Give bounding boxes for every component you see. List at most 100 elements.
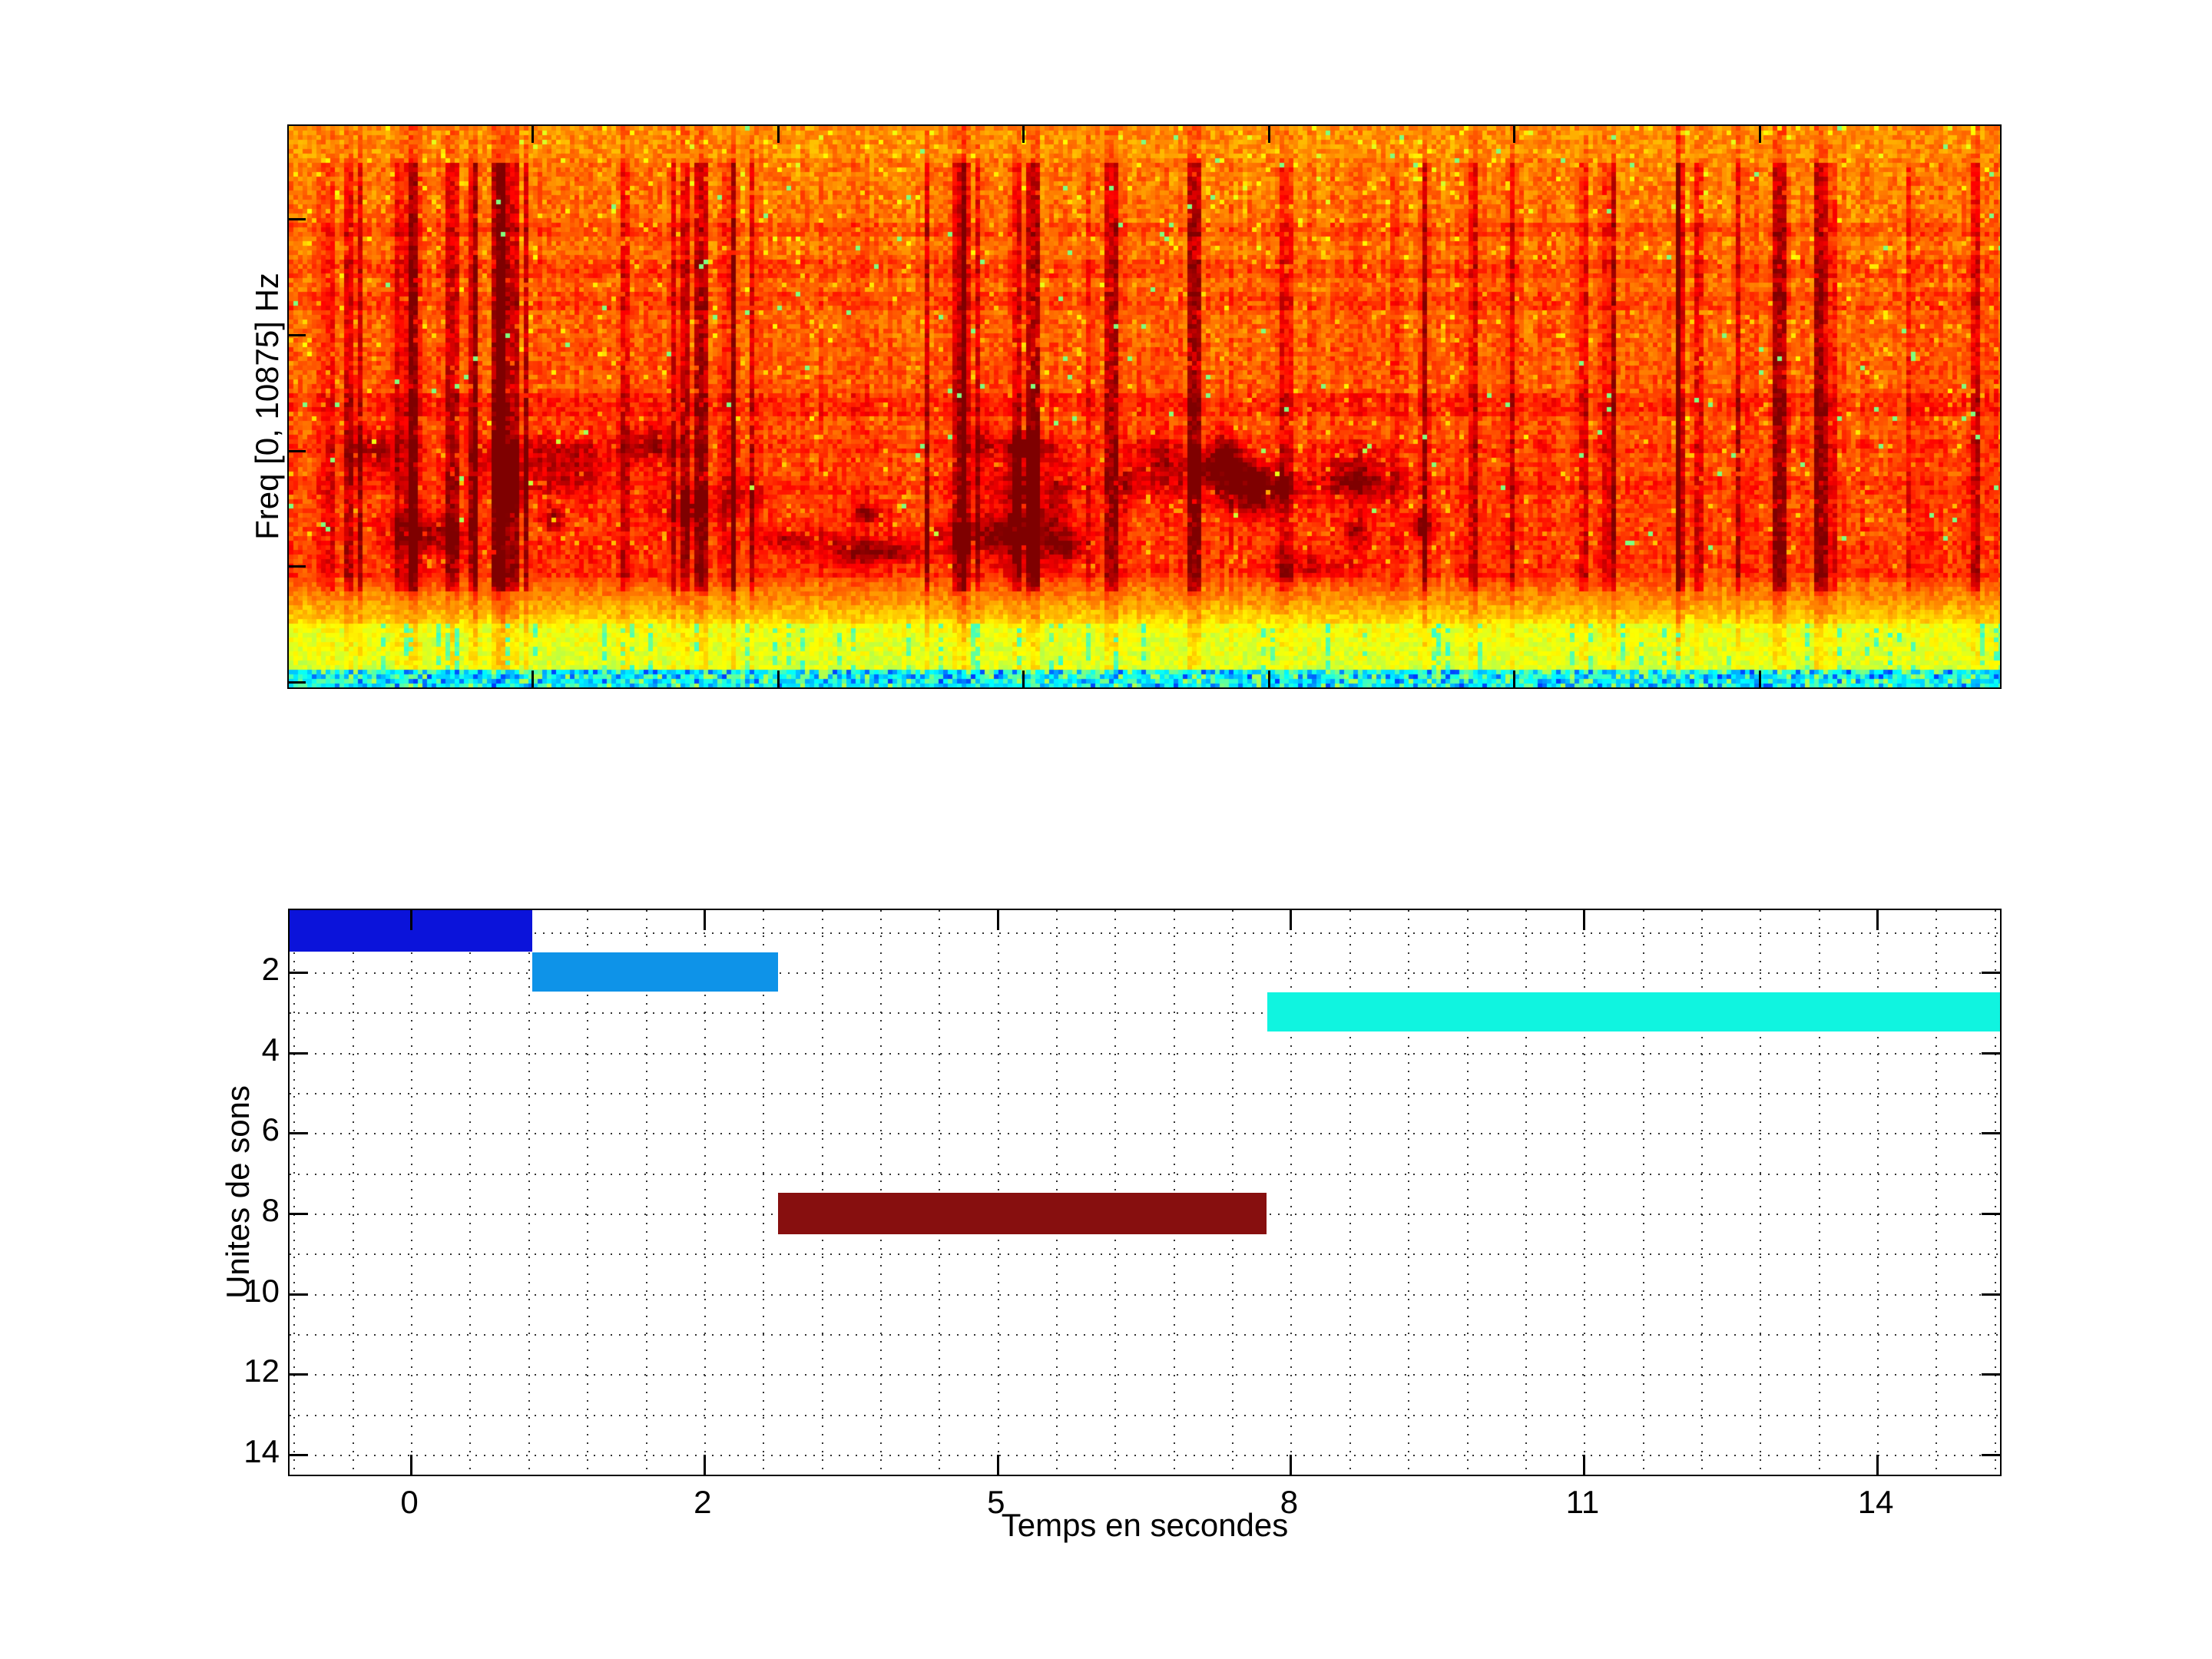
y-gridline	[290, 1052, 2000, 1055]
spec-x-tick-top	[1022, 126, 1025, 143]
sound-unit-bar	[532, 952, 779, 992]
x-gridline	[1994, 910, 1996, 1475]
y-gridline	[290, 1173, 2000, 1175]
x-gridline	[352, 910, 354, 1475]
y-tick-label: 12	[243, 1353, 280, 1389]
y-tick	[290, 1453, 308, 1456]
x-gridline	[1525, 910, 1527, 1475]
y-tick	[290, 1373, 308, 1376]
y-tick-label: 4	[261, 1031, 280, 1068]
y-gridline	[290, 1133, 2000, 1135]
y-tick-label: 6	[261, 1111, 280, 1148]
spectrogram-image	[289, 126, 2000, 687]
x-tick	[1583, 1455, 1586, 1475]
x-gridline	[704, 910, 706, 1475]
y-gridline	[290, 932, 2000, 934]
sound-unit-bar	[778, 1193, 1267, 1234]
y-tick-label: 8	[261, 1191, 280, 1228]
x-tick-label: 5	[987, 1484, 1005, 1520]
x-gridline	[763, 910, 765, 1475]
x-gridline	[1642, 910, 1644, 1475]
x-tick-top	[1876, 910, 1879, 930]
spec-y-tick	[289, 218, 306, 221]
x-tick-label: 8	[1280, 1484, 1299, 1520]
spec-y-tick	[289, 680, 306, 684]
x-gridline	[587, 910, 589, 1475]
y-gridline	[290, 1454, 2000, 1456]
spec-x-tick	[1513, 671, 1516, 687]
x-tick-label: 11	[1565, 1484, 1600, 1520]
y-tick-right	[1982, 1453, 2000, 1456]
x-gridline	[821, 910, 823, 1475]
y-gridline	[290, 1293, 2000, 1296]
x-gridline	[1760, 910, 1762, 1475]
y-tick-label: 10	[243, 1272, 280, 1309]
spec-x-tick-top	[1758, 126, 1761, 143]
spec-y-tick	[289, 449, 306, 452]
y-gridline	[290, 972, 2000, 975]
y-tick-right	[1982, 972, 2000, 975]
x-tick	[1876, 1455, 1879, 1475]
x-gridline	[1877, 910, 1879, 1475]
x-tick-top	[1290, 910, 1293, 930]
x-gridline	[1408, 910, 1410, 1475]
x-gridline	[293, 910, 296, 1475]
y-gridline	[290, 1253, 2000, 1256]
x-tick-label: 0	[400, 1484, 419, 1520]
x-gridline	[1818, 910, 1820, 1475]
y-tick-right	[1982, 1373, 2000, 1376]
x-tick	[1290, 1455, 1293, 1475]
x-gridline	[645, 910, 647, 1475]
x-gridline	[411, 910, 413, 1475]
y-gridline	[290, 1374, 2000, 1376]
y-gridline	[290, 1333, 2000, 1336]
x-tick-label: 2	[694, 1484, 712, 1520]
y-tick	[290, 1293, 308, 1296]
spec-x-tick	[777, 671, 780, 687]
y-tick	[290, 1212, 308, 1215]
y-tick-right	[1982, 1051, 2000, 1055]
y-gridline	[290, 1414, 2000, 1416]
x-tick	[996, 1455, 999, 1475]
x-tick	[703, 1455, 706, 1475]
x-gridline	[1349, 910, 1351, 1475]
spec-x-tick	[1022, 671, 1025, 687]
x-axis-label: Temps en secondes	[1001, 1507, 1289, 1543]
spec-x-tick	[531, 671, 535, 687]
x-tick-top	[996, 910, 999, 930]
y-gridline	[290, 1012, 2000, 1015]
x-gridline	[1232, 910, 1234, 1475]
x-gridline	[997, 910, 999, 1475]
x-tick-top	[410, 910, 413, 930]
x-tick-top	[1583, 910, 1586, 930]
spec-x-tick	[1267, 671, 1270, 687]
x-gridline	[939, 910, 941, 1475]
x-tick-top	[703, 910, 706, 930]
y-tick	[290, 1132, 308, 1135]
spec-x-tick	[1758, 671, 1761, 687]
y-gridline	[290, 1093, 2000, 1094]
spec-x-tick-top	[777, 126, 780, 143]
y-tick	[290, 1051, 308, 1055]
y-tick-right	[1982, 1293, 2000, 1296]
sound-unit-bar	[1267, 992, 2000, 1032]
x-gridline	[1173, 910, 1175, 1475]
y-axis-label: Unites de sons	[220, 1085, 256, 1299]
x-gridline	[528, 910, 530, 1475]
spectrogram-panel	[287, 124, 2002, 689]
spectrogram-y-axis-label: Freq [0, 10875] Hz	[249, 273, 285, 540]
x-tick-label: 14	[1857, 1484, 1894, 1520]
x-gridline	[1936, 910, 1938, 1475]
x-gridline	[1584, 910, 1586, 1475]
spec-x-tick-top	[1513, 126, 1516, 143]
x-gridline	[879, 910, 882, 1475]
y-tick-right	[1982, 1132, 2000, 1135]
x-gridline	[1056, 910, 1058, 1475]
x-gridline	[469, 910, 472, 1475]
sound-units-panel	[288, 909, 2002, 1476]
spec-y-tick	[289, 333, 306, 336]
x-gridline	[1290, 910, 1293, 1475]
y-tick-label: 2	[261, 951, 280, 988]
spec-y-tick	[289, 565, 306, 568]
